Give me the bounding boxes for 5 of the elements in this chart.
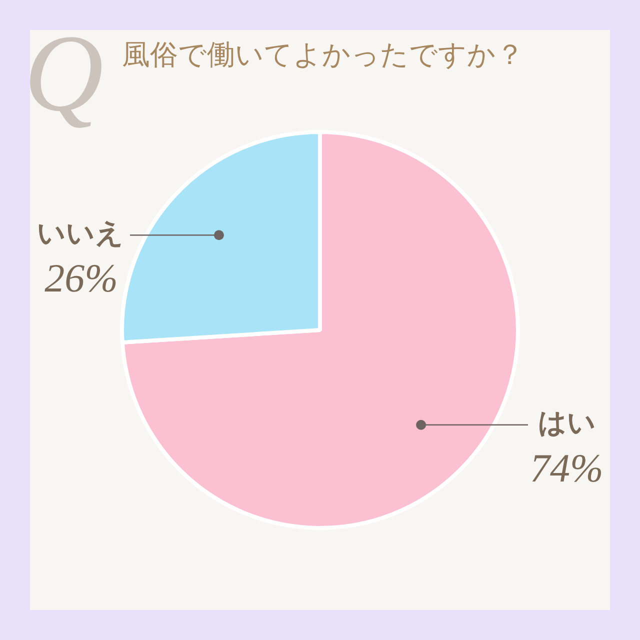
slice-label: はい <box>538 406 596 440</box>
data-label: 26% <box>44 256 118 301</box>
data-label: 74% <box>530 445 604 490</box>
chart-title: 風俗で働いてよかったですか？ <box>122 37 525 73</box>
slice-label: いいえ <box>37 216 124 250</box>
